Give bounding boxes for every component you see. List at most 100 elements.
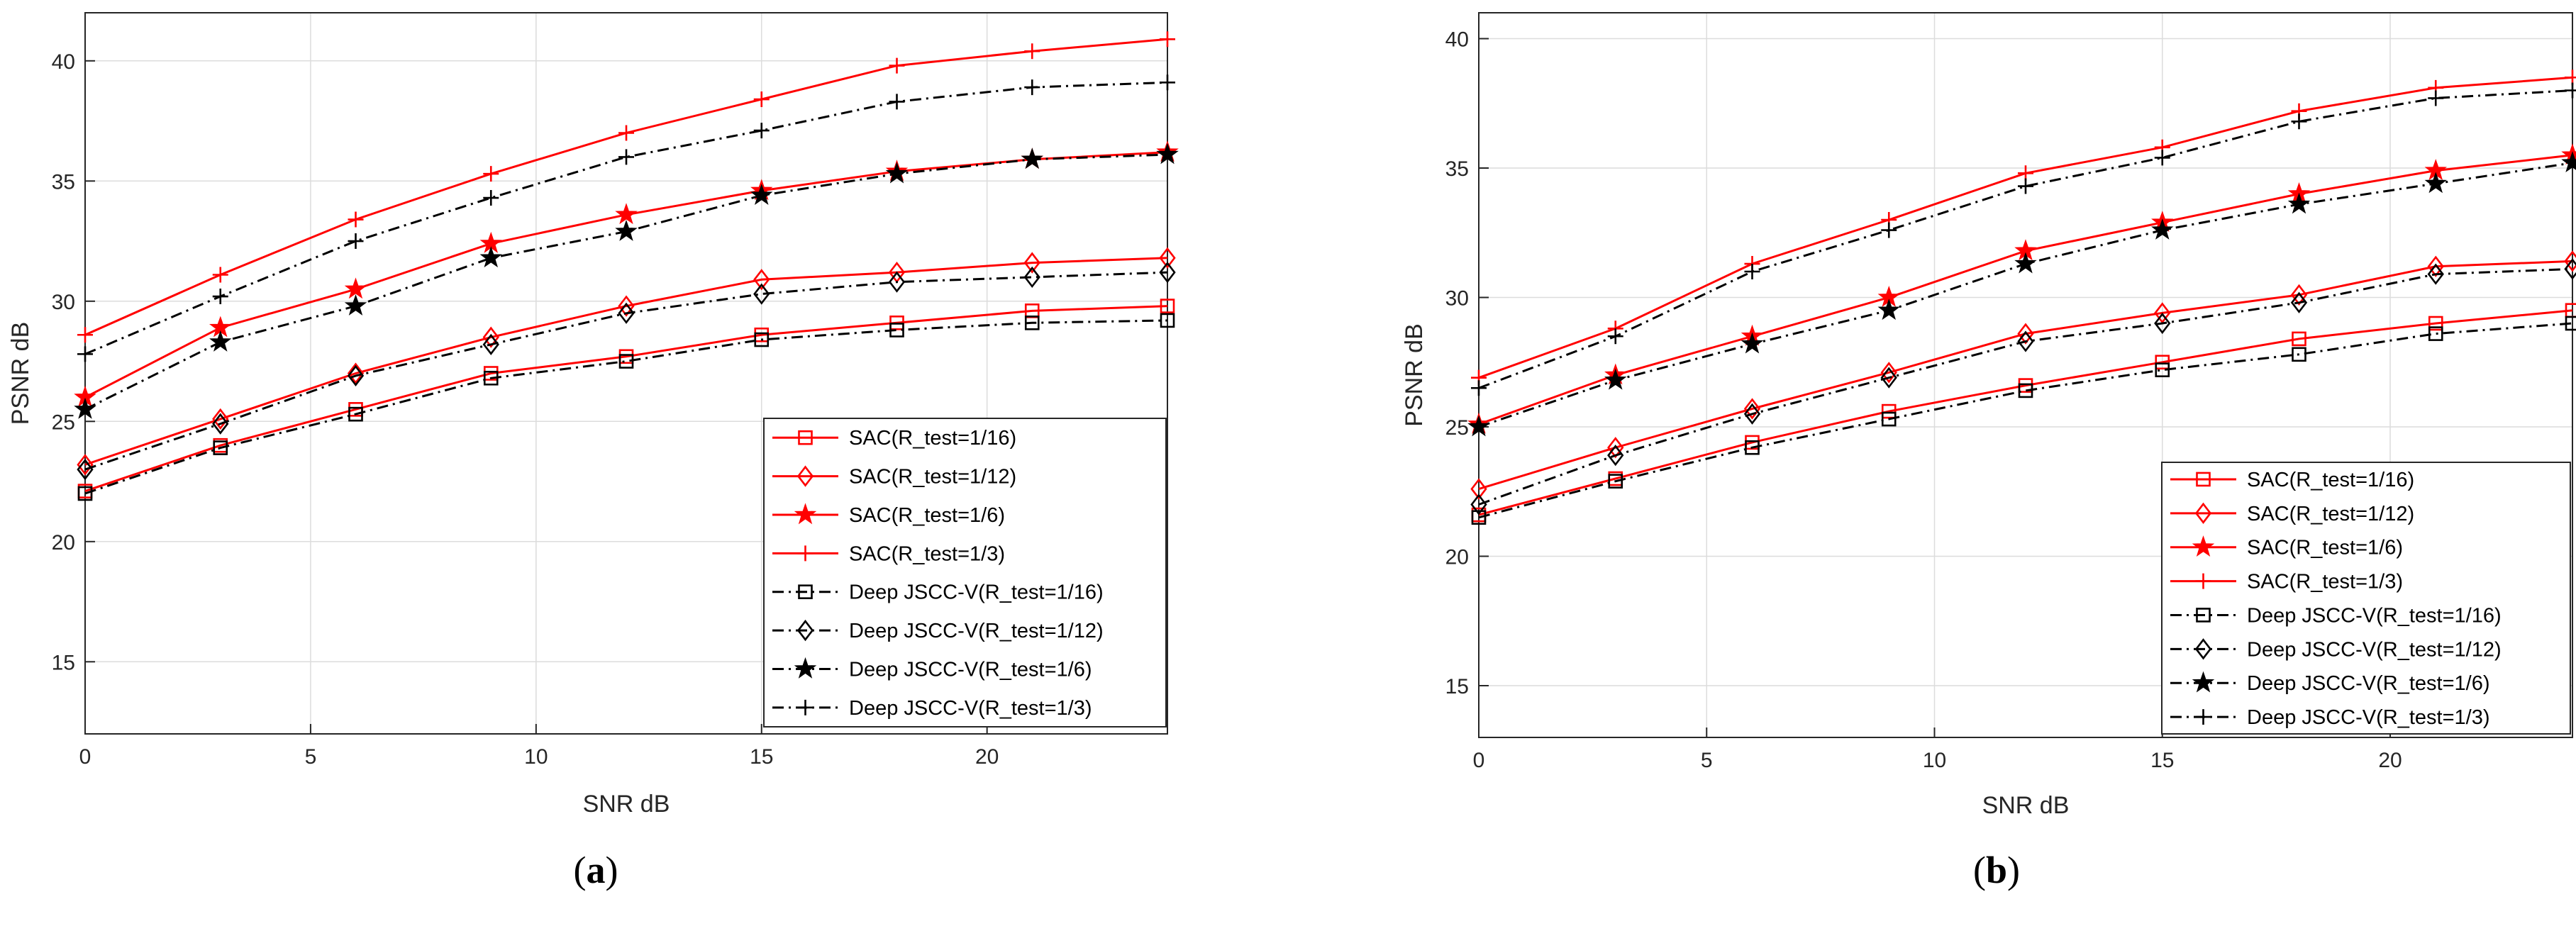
legend-marker <box>794 657 817 679</box>
panel-caption: (b) <box>1973 849 2020 891</box>
series-deep-plus <box>1471 82 2576 396</box>
x-tick-label: 0 <box>79 745 91 769</box>
legend-marker <box>797 545 814 562</box>
data-point <box>1881 411 1897 427</box>
data-point <box>1024 316 1040 330</box>
data-point <box>615 203 638 225</box>
legend-entry-label: Deep JSCC-V(R_test=1/6) <box>2247 672 2490 695</box>
legend-marker <box>798 584 813 599</box>
data-point <box>2151 218 2174 240</box>
legend-entry-label: Deep JSCC-V(R_test=1/16) <box>849 581 1104 604</box>
y-tick-label: 20 <box>1445 546 1469 569</box>
data-point <box>1159 247 1176 269</box>
y-axis-label: PSNR dB <box>7 322 34 425</box>
data-point <box>615 219 638 241</box>
data-point <box>618 354 634 369</box>
data-point <box>348 211 364 228</box>
y-tick-label: 25 <box>1445 416 1469 440</box>
data-point <box>482 333 499 355</box>
legend-marker <box>2195 573 2211 589</box>
legend-box <box>2161 462 2571 735</box>
x-axis-label: SNR dB <box>583 791 670 818</box>
data-point <box>483 166 499 182</box>
data-point <box>750 184 773 206</box>
data-point <box>753 123 770 139</box>
data-point <box>1160 313 1175 328</box>
data-point <box>2427 255 2444 277</box>
data-point <box>1607 445 1624 467</box>
data-point <box>483 190 499 206</box>
data-point <box>2291 113 2307 130</box>
y-tick-label: 40 <box>52 50 75 74</box>
data-point <box>77 327 93 343</box>
legend-marker <box>2192 535 2215 557</box>
y-tick-label: 40 <box>1445 28 1469 52</box>
data-point <box>213 440 228 455</box>
y-tick-label: 25 <box>52 411 75 434</box>
x-tick-label: 20 <box>2378 749 2402 772</box>
data-point <box>1744 264 1760 279</box>
legend-entry-label: Deep JSCC-V(R_test=1/3) <box>2247 706 2490 729</box>
x-tick-label: 5 <box>1701 749 1713 772</box>
data-point <box>1021 147 1043 169</box>
data-point <box>2564 258 2576 280</box>
x-tick-label: 15 <box>2150 749 2174 772</box>
series-deep-star <box>1467 151 2576 437</box>
x-tick-label: 20 <box>975 745 999 769</box>
data-point <box>1880 367 1897 389</box>
data-point <box>1745 440 1760 455</box>
y-tick-label: 35 <box>52 170 75 194</box>
legend-box <box>763 418 1167 727</box>
data-point <box>2155 362 2170 378</box>
legend-marker <box>2195 709 2211 725</box>
data-point <box>889 94 905 110</box>
series-deep-diamond <box>77 261 1176 481</box>
x-tick-label: 15 <box>750 745 773 769</box>
data-point <box>1024 79 1040 96</box>
data-point <box>479 246 502 268</box>
data-point <box>1160 74 1175 91</box>
data-point <box>754 332 770 347</box>
data-point <box>1880 362 1897 384</box>
legend-entry-label: SAC(R_test=1/16) <box>849 427 1016 450</box>
legend: SAC(R_test=1/16) SAC(R_test=1/12) SAC(R_te… <box>763 418 1167 727</box>
legend-marker <box>798 430 813 445</box>
data-point <box>2154 312 2171 335</box>
data-point <box>212 413 229 435</box>
data-point <box>344 294 367 316</box>
series-line <box>1478 267 2573 506</box>
series-line <box>1478 309 2573 516</box>
legend-marker <box>2196 608 2211 623</box>
data-point <box>77 346 93 362</box>
y-tick-label: 20 <box>52 531 75 554</box>
legend-entry-label: Deep JSCC-V(R_test=1/12) <box>849 620 1104 642</box>
legend-marker <box>2194 502 2212 524</box>
data-point <box>482 326 499 348</box>
data-point <box>1470 478 1487 500</box>
data-point <box>888 271 906 293</box>
series-deep-square <box>1471 316 2576 525</box>
data-point <box>2018 383 2033 398</box>
axes-box <box>84 12 1168 735</box>
series-deep-square <box>77 313 1175 501</box>
data-point <box>212 267 228 283</box>
data-point <box>212 289 228 305</box>
data-point <box>753 283 770 305</box>
panel-caption: (a) <box>574 849 618 891</box>
data-point <box>885 162 909 184</box>
data-point <box>1471 510 1487 525</box>
data-point <box>2017 330 2034 352</box>
data-point <box>77 454 94 476</box>
data-point <box>1024 43 1040 60</box>
data-point <box>889 57 905 74</box>
y-tick-label: 35 <box>1445 157 1469 181</box>
legend-entry-label: Deep JSCC-V(R_test=1/3) <box>849 697 1092 720</box>
legend-marker <box>796 465 814 487</box>
data-point <box>1156 143 1179 165</box>
legend-entry-label: SAC(R_test=1/12) <box>2247 503 2414 525</box>
legend-marker <box>2196 472 2211 487</box>
legend-marker <box>2192 671 2215 693</box>
x-tick-label: 0 <box>1473 749 1485 772</box>
data-point <box>1608 474 1623 489</box>
x-tick-label: 5 <box>305 745 317 769</box>
